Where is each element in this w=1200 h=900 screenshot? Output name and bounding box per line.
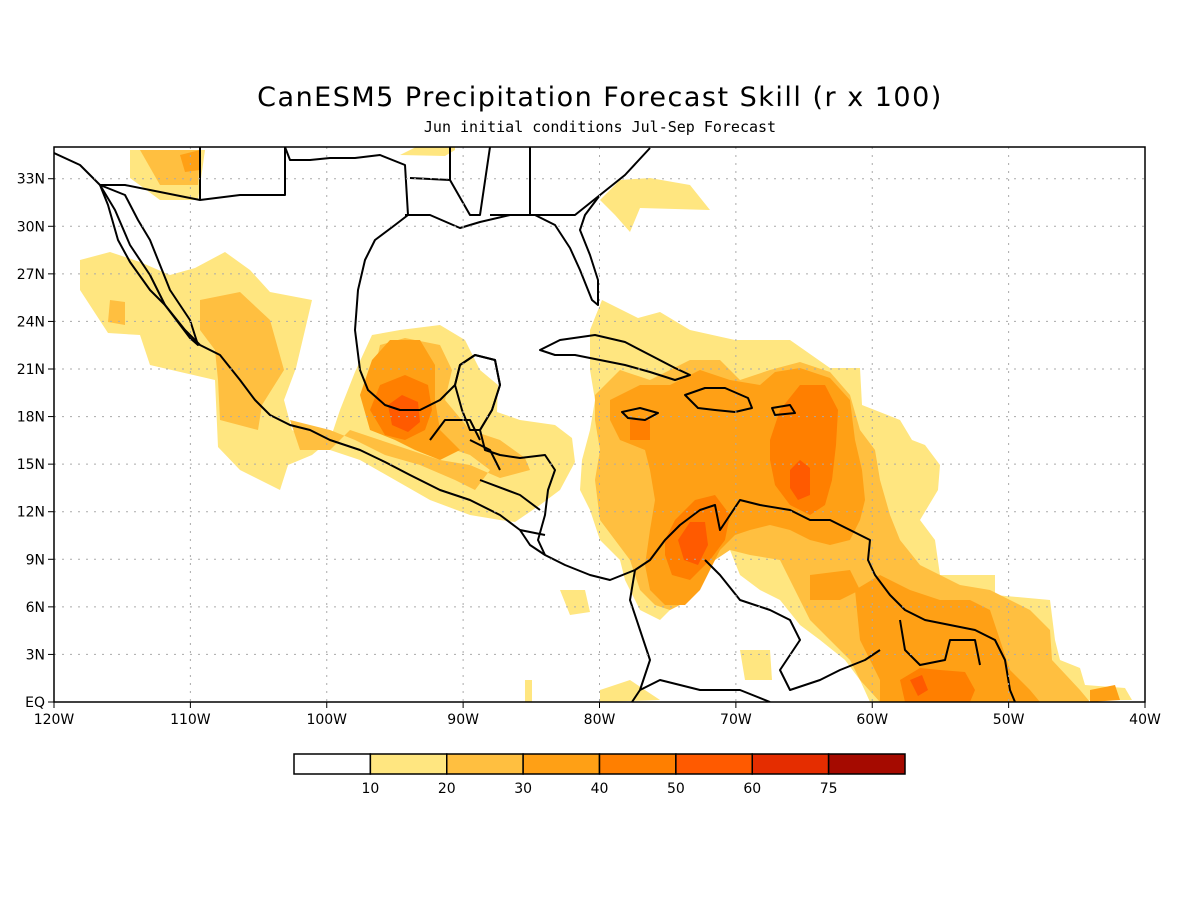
- lat-tick-label: EQ: [25, 695, 45, 711]
- colorbar-swatch: [369, 753, 448, 775]
- skill-shading: [80, 147, 1132, 702]
- colorbar-swatch: [446, 753, 524, 775]
- grid-lines: [54, 147, 1145, 702]
- lat-tick-label: 33N: [17, 172, 45, 188]
- lat-tick-label: 21N: [17, 362, 45, 378]
- pacific-coast-mexico: [54, 152, 636, 581]
- guianas-borders: [899, 619, 981, 666]
- lon-tick-label: 120W: [34, 712, 75, 728]
- venezuela-colombia-border: [704, 559, 881, 691]
- gulf-coast: [284, 147, 556, 556]
- colorbar-label: 40: [591, 781, 609, 797]
- lat-tick-label: 27N: [17, 267, 45, 283]
- florida-gulf-coast: [405, 147, 651, 306]
- colorbar-swatch: [522, 753, 601, 775]
- lat-tick-label: 3N: [26, 647, 45, 663]
- south-america-west-coast: [629, 569, 651, 702]
- longitude-axis: 120W 110W 100W 90W 80W 70W 60W 50W 40W: [34, 702, 1161, 728]
- lat-tick-label: 9N: [26, 552, 45, 568]
- lon-tick-label: 70W: [720, 712, 752, 728]
- lon-tick-label: 90W: [447, 712, 479, 728]
- colorbar: 10 20 30 40 50 60 75: [293, 753, 906, 797]
- colorbar-label: 30: [514, 781, 532, 797]
- lat-tick-label: 24N: [17, 314, 45, 330]
- colorbar-label: 10: [361, 781, 379, 797]
- lon-tick-label: 110W: [170, 712, 211, 728]
- colorbar-swatch: [751, 753, 830, 775]
- colorbar-label: 60: [743, 781, 761, 797]
- colorbar-label: 20: [438, 781, 456, 797]
- lon-tick-label: 100W: [306, 712, 347, 728]
- latitude-axis: EQ 3N 6N 9N 12N 15N 18N 21N 24N 27N 30N 33N: [17, 172, 54, 711]
- colorbar-swatch: [827, 753, 906, 775]
- cuba: [539, 334, 691, 381]
- chart-subtitle: Jun initial conditions Jul-Sep Forecast: [423, 118, 777, 136]
- lon-tick-label: 50W: [993, 712, 1025, 728]
- hispaniola: [684, 387, 753, 413]
- lat-tick-label: 12N: [17, 505, 45, 521]
- puerto-rico: [771, 404, 796, 416]
- south-america-north-coast: [634, 499, 1016, 702]
- colorbar-label: 75: [820, 781, 838, 797]
- lat-tick-label: 15N: [17, 457, 45, 473]
- lon-tick-label: 80W: [584, 712, 616, 728]
- coastlines: [54, 147, 1016, 702]
- lat-tick-label: 30N: [17, 219, 45, 235]
- central-america-borders: [429, 419, 546, 536]
- ecuador-peru-border: [639, 679, 771, 702]
- colorbar-swatch: [293, 753, 372, 775]
- lon-tick-label: 40W: [1129, 712, 1161, 728]
- skill-level-50-60: [388, 395, 928, 696]
- lat-tick-label: 18N: [17, 410, 45, 426]
- us-borders: [100, 147, 601, 216]
- jamaica: [621, 407, 659, 421]
- lat-tick-label: 6N: [26, 600, 45, 616]
- colorbar-swatch: [598, 753, 677, 775]
- lon-tick-label: 60W: [856, 712, 888, 728]
- colorbar-swatch: [675, 753, 753, 775]
- colorbar-label: 50: [667, 781, 685, 797]
- chart-title: CanESM5 Precipitation Forecast Skill (r …: [257, 82, 943, 113]
